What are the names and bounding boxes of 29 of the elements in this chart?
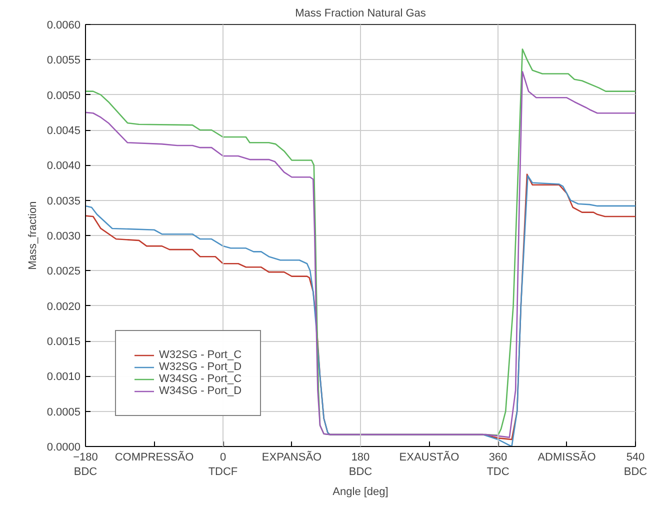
x-tick-label: 0 TDCF [208,452,238,478]
legend-label: W32SG - Port_D [159,361,242,373]
x-tick-label: EXPANSÃO [262,450,322,464]
x-tick-label: ADMISSÃO [538,450,596,464]
x-tick-label: EXAUSTÃO [399,450,460,464]
y-tick-label: 0.0010 [46,371,81,384]
x-axis-title: Angle [deg] [332,486,388,498]
legend-label: W34SG - Port_D [159,385,242,397]
y-tick-label: 0.0060 [46,20,81,32]
y-tick-label: 0.0030 [46,230,81,242]
y-tick-label: 0.0050 [46,90,81,102]
x-tick-label: 180 BDC [348,452,372,478]
y-tick-label: 0.0035 [46,195,81,208]
y-tick-label: 0.0005 [46,406,81,418]
x-tick-label: −180 BDC [73,452,98,478]
y-tick-label: 0.0040 [46,160,81,172]
y-tick-label: 0.0025 [46,266,81,278]
y-tick-label: 0.0045 [46,125,81,137]
y-tick-label: 0.0055 [46,54,81,67]
y-tick-label: 0.0020 [46,300,81,313]
legend-label: W34SG - Port_C [159,373,242,385]
y-axis-title: Mass_fraction [26,201,39,270]
legend-label: W32SG - Port_C [159,349,242,361]
x-tick-label: 360 TDC [486,452,510,478]
y-tick-label: 0.0000 [46,442,81,454]
x-tick-label: COMPRESSÃO [114,450,194,464]
chart-title: Mass Fraction Natural Gas [295,8,426,20]
x-tick-label: 540 BDC [624,452,648,478]
y-tick-label: 0.0015 [46,336,81,348]
